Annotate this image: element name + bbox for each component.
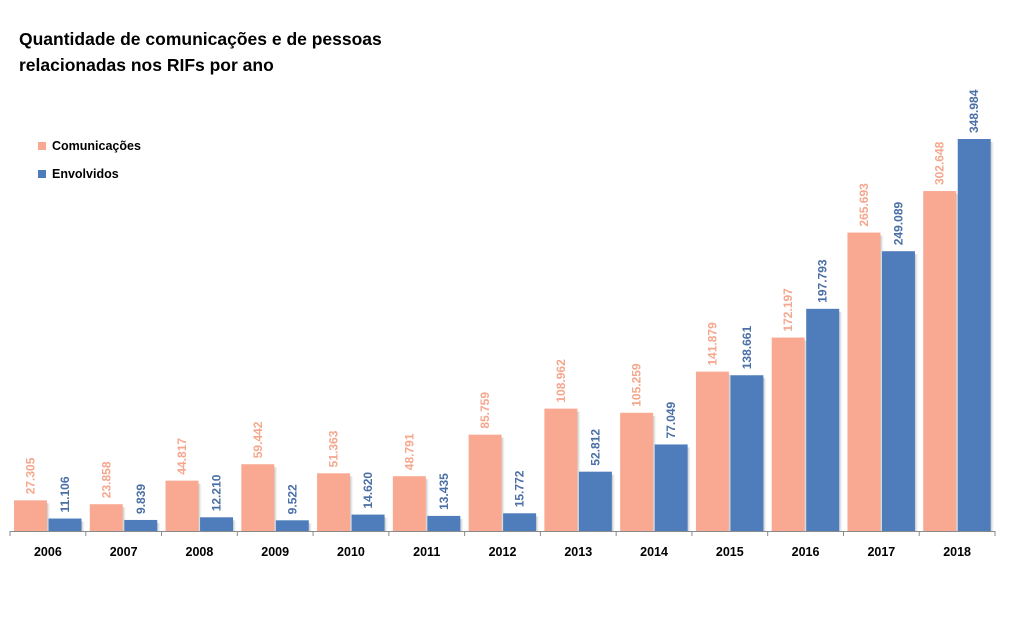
x-tick-label-2016: 2016 xyxy=(792,545,820,559)
bar-shadow xyxy=(308,523,313,531)
bar-comunicacoes-2008 xyxy=(165,480,199,531)
data-label-comunicacoes-2007: 23.858 xyxy=(99,461,113,498)
bar-shadow xyxy=(460,518,465,531)
data-label-envolvidos-2013: 52.812 xyxy=(588,429,602,466)
bar-shadow xyxy=(839,311,844,531)
x-tick-label-2009: 2009 xyxy=(261,545,289,559)
data-label-comunicacoes-2016: 172.197 xyxy=(781,288,795,332)
x-tick-label-2006: 2006 xyxy=(34,545,62,559)
bar-shadow xyxy=(425,479,430,531)
bar-comunicacoes-2018 xyxy=(923,191,957,531)
bar-shadow xyxy=(763,378,768,531)
x-tick-label-2011: 2011 xyxy=(413,545,440,559)
bar-envolvidos-2011 xyxy=(427,515,461,531)
bar-shadow xyxy=(990,142,995,531)
bar-envolvidos-2017 xyxy=(881,251,915,531)
bar-comunicacoes-2007 xyxy=(89,504,123,531)
bar-shadow xyxy=(274,467,279,531)
bar-shadow xyxy=(577,411,582,531)
legend-item-envolvidos: Envolvidos xyxy=(38,160,141,188)
x-tick-label-2012: 2012 xyxy=(489,545,517,559)
data-label-comunicacoes-2017: 265.693 xyxy=(857,183,871,227)
bar-shadow xyxy=(687,447,692,531)
data-label-envolvidos-2014: 77.049 xyxy=(664,401,678,438)
data-label-comunicacoes-2014: 105.259 xyxy=(630,363,644,407)
data-label-envolvidos-2018: 348.984 xyxy=(967,89,981,133)
legend-label-comunicacoes: Comunicações xyxy=(52,139,141,153)
data-label-comunicacoes-2008: 44.817 xyxy=(175,438,189,475)
bar-shadow xyxy=(157,522,162,531)
chart-title-line-1: Quantidade de comunicações e de pessoas xyxy=(19,29,382,49)
bar-shadow xyxy=(233,520,238,531)
bar-shadow xyxy=(198,483,203,531)
data-label-comunicacoes-2012: 85.759 xyxy=(478,392,492,429)
data-label-envolvidos-2009: 9.522 xyxy=(285,484,299,514)
x-tick-label-2014: 2014 xyxy=(640,545,668,559)
bar-comunicacoes-2015 xyxy=(695,371,729,531)
bar-envolvidos-2013 xyxy=(578,471,612,531)
x-tick-label-2018: 2018 xyxy=(943,545,971,559)
bar-envolvidos-2008 xyxy=(200,517,234,531)
data-label-envolvidos-2015: 138.661 xyxy=(740,326,754,370)
bar-envolvidos-2007 xyxy=(124,519,158,531)
bar-shadow xyxy=(536,516,541,531)
bar-comunicacoes-2006 xyxy=(14,500,47,531)
data-label-comunicacoes-2011: 48.791 xyxy=(402,433,416,470)
x-tick-label-2015: 2015 xyxy=(716,545,744,559)
data-label-envolvidos-2011: 13.435 xyxy=(437,473,451,510)
bar-shadow xyxy=(122,507,127,531)
bar-shadow xyxy=(501,437,506,531)
bar-comunicacoes-2013 xyxy=(544,408,578,531)
bar-envolvidos-2009 xyxy=(275,520,309,531)
data-label-envolvidos-2017: 249.089 xyxy=(891,202,905,246)
x-tick-label-2007: 2007 xyxy=(110,545,138,559)
bar-comunicacoes-2011 xyxy=(392,476,426,531)
bar-envolvidos-2015 xyxy=(730,375,764,531)
data-label-comunicacoes-2009: 59.442 xyxy=(251,421,265,458)
bar-comunicacoes-2016 xyxy=(771,337,805,531)
bar-comunicacoes-2012 xyxy=(468,434,502,531)
chart-title-line-2: relacionadas nos RIFs por ano xyxy=(19,55,274,75)
bar-shadow xyxy=(47,503,51,531)
bar-envolvidos-2012 xyxy=(503,513,537,531)
data-label-comunicacoes-2013: 108.962 xyxy=(554,359,568,403)
x-tick-label-2013: 2013 xyxy=(564,545,592,559)
data-label-envolvidos-2012: 15.772 xyxy=(513,470,527,507)
bar-shadow xyxy=(611,474,616,531)
data-label-comunicacoes-2015: 141.879 xyxy=(705,322,719,366)
x-tick-label-2008: 2008 xyxy=(186,545,214,559)
legend-swatch-comunicacoes xyxy=(38,142,46,150)
legend-swatch-envolvidos xyxy=(38,170,46,178)
data-label-comunicacoes-2010: 51.363 xyxy=(327,430,341,467)
bar-comunicacoes-2010 xyxy=(317,473,351,531)
legend: Comunicações Envolvidos xyxy=(38,132,141,188)
bar-comunicacoes-2014 xyxy=(620,412,654,531)
data-label-comunicacoes-2018: 302.648 xyxy=(933,141,947,185)
data-label-envolvidos-2008: 12.210 xyxy=(210,474,224,511)
bar-shadow xyxy=(384,517,389,531)
bar-comunicacoes-2009 xyxy=(241,464,275,531)
x-tick-label-2010: 2010 xyxy=(337,545,365,559)
chart-title: Quantidade de comunicações e de pessoas … xyxy=(19,26,439,78)
bar-envolvidos-2014 xyxy=(654,444,688,531)
bar-envolvidos-2010 xyxy=(351,514,385,531)
bar-envolvidos-2016 xyxy=(806,308,840,531)
bar-envolvidos-2006 xyxy=(48,518,82,531)
bar-shadow xyxy=(350,476,355,531)
data-label-envolvidos-2010: 14.620 xyxy=(361,472,375,509)
bar-envolvidos-2018 xyxy=(957,139,991,531)
bar-shadow xyxy=(914,254,919,531)
data-label-envolvidos-2016: 197.793 xyxy=(816,259,830,303)
data-label-envolvidos-2006: 11.106 xyxy=(58,476,72,512)
legend-item-comunicacoes: Comunicações xyxy=(38,132,141,160)
bar-shadow xyxy=(81,521,86,531)
data-label-comunicacoes-2006: 27.305 xyxy=(24,457,38,494)
bar-comunicacoes-2017 xyxy=(847,232,881,532)
data-label-envolvidos-2007: 9.839 xyxy=(134,484,148,514)
x-tick-label-2017: 2017 xyxy=(867,545,895,559)
legend-label-envolvidos: Envolvidos xyxy=(52,167,119,181)
